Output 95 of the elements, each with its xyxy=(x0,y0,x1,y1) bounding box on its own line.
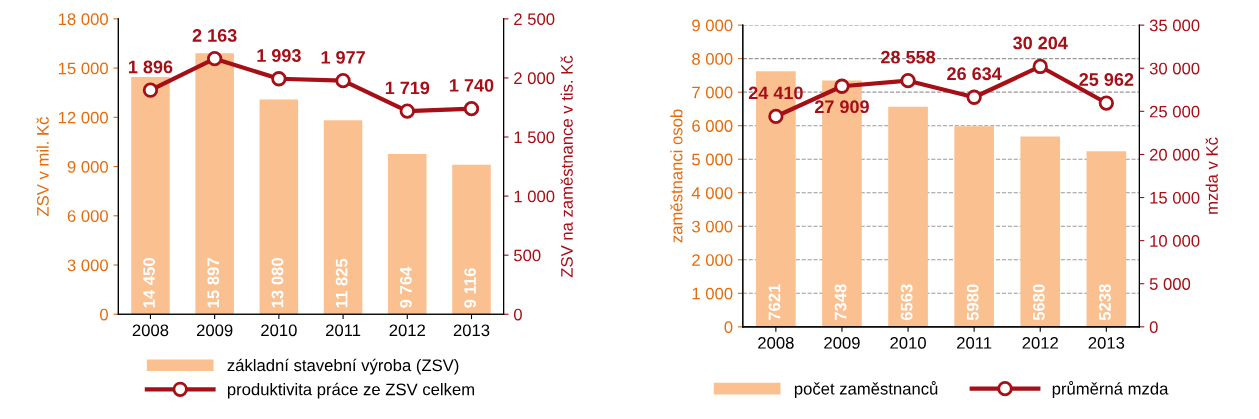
y2-tick-label: 2 500 xyxy=(514,13,555,26)
x-tick-label: 2008 xyxy=(758,336,794,349)
data-label: 9 116 xyxy=(464,268,476,308)
x-tick-label: 2012 xyxy=(389,324,425,337)
bar xyxy=(452,164,491,315)
y-axis-title: ZSV v mil. Kč xyxy=(36,116,49,217)
y-tick-label: 0 xyxy=(100,308,108,321)
y2-tick-label: 35 000 xyxy=(1149,19,1200,32)
legend-label: počet zaměstnanců xyxy=(794,381,938,398)
y2-tick-label: 25 000 xyxy=(1149,105,1200,118)
data-label: 1 719 xyxy=(385,81,430,95)
y2-tick-label: 0 xyxy=(513,308,522,321)
x-tick-label: 2009 xyxy=(824,336,860,349)
y2-axis-title: mzda v Kč xyxy=(1205,137,1218,214)
data-label: 5980 xyxy=(966,284,979,321)
y-tick-label: 15 000 xyxy=(58,62,108,75)
legend-label: produktivita práce ze ZSV celkem xyxy=(227,382,475,399)
y-tick-label: 18 000 xyxy=(58,13,108,26)
bar xyxy=(954,126,994,327)
y2-tick-label: 1 000 xyxy=(514,190,555,203)
data-label: 7621 xyxy=(768,284,781,321)
y-axis-title: zaměstnanci osob xyxy=(670,109,683,243)
y-tick-label: 4 000 xyxy=(691,187,733,199)
data-label: 14 450 xyxy=(143,258,155,308)
y2-tick-label: 15 000 xyxy=(1150,191,1200,204)
y-tick-label: 5 000 xyxy=(692,153,733,166)
x-tick-label: 2011 xyxy=(957,336,992,349)
data-label: 15 897 xyxy=(207,258,220,308)
data-label: 5238 xyxy=(1099,284,1111,321)
bar xyxy=(259,99,299,315)
point xyxy=(271,71,287,87)
point xyxy=(399,103,415,119)
y2-axis-title: ZSV na zaměstnance v tis. Kč xyxy=(560,55,573,278)
point xyxy=(463,101,480,117)
y-tick-label: 7 000 xyxy=(692,86,733,99)
data-label: 26 634 xyxy=(947,67,1002,81)
data-label: 2 163 xyxy=(192,29,237,42)
bar xyxy=(131,77,170,315)
y-tick-label: 12 000 xyxy=(58,111,108,124)
data-label: 11 825 xyxy=(335,258,348,308)
data-label: 13 080 xyxy=(271,258,284,308)
point xyxy=(207,51,223,67)
y-tick-label: 3 000 xyxy=(67,259,108,272)
y2-tick-label: 20 000 xyxy=(1149,148,1200,161)
data-label: 7348 xyxy=(834,284,847,321)
data-label: 30 204 xyxy=(1013,36,1068,50)
x-tick-label: 2010 xyxy=(890,336,926,349)
data-label: 25 962 xyxy=(1079,73,1134,86)
data-label: 5680 xyxy=(1032,284,1045,321)
x-tick-label: 2011 xyxy=(325,324,361,337)
point xyxy=(966,89,982,105)
x-tick-label: 2009 xyxy=(196,324,233,337)
x-tick-label: 2010 xyxy=(261,324,297,337)
y2-tick-label: 500 xyxy=(513,249,541,262)
bar xyxy=(1086,151,1127,327)
x-tick-label: 2008 xyxy=(132,324,169,337)
y2-tick-label: 30 000 xyxy=(1149,62,1200,75)
bar xyxy=(888,106,928,327)
x-tick-label: 2012 xyxy=(1022,336,1058,349)
data-label: 1 740 xyxy=(450,79,494,92)
bar xyxy=(388,154,427,315)
bar xyxy=(323,120,363,315)
point xyxy=(142,82,159,98)
data-label: 9 764 xyxy=(399,266,412,308)
y2-tick-label: 2 000 xyxy=(514,72,555,85)
y2-tick-label: 5 000 xyxy=(1149,278,1191,290)
y2-tick-label: 1 500 xyxy=(514,131,555,144)
y-tick-label: 6 000 xyxy=(692,120,733,132)
x-tick-label: 2013 xyxy=(1088,336,1125,349)
legend-label: základní stavební výroba (ZSV) xyxy=(227,358,459,375)
point xyxy=(768,108,784,125)
point xyxy=(1098,95,1114,111)
data-label: 1 993 xyxy=(257,49,301,62)
y-tick-label: 9 000 xyxy=(67,160,108,173)
y-tick-label: 0 xyxy=(724,321,733,334)
y-tick-label: 9 000 xyxy=(692,19,733,32)
point xyxy=(335,73,351,89)
data-label: 1 896 xyxy=(129,60,173,74)
y-tick-label: 8 000 xyxy=(692,53,733,65)
y-tick-label: 6 000 xyxy=(67,210,108,222)
point xyxy=(900,73,916,89)
data-label: 28 558 xyxy=(881,50,936,64)
y-tick-label: 3 000 xyxy=(692,220,733,233)
y2-tick-label: 0 xyxy=(1149,321,1158,334)
y-tick-label: 2 000 xyxy=(692,254,733,266)
y2-tick-label: 10 000 xyxy=(1150,235,1200,247)
data-label: 6563 xyxy=(900,284,913,321)
y-tick-label: 1 000 xyxy=(692,287,733,300)
x-tick-label: 2013 xyxy=(453,324,490,337)
bar xyxy=(1020,136,1061,327)
data-label: 1 977 xyxy=(321,51,365,64)
bar xyxy=(195,53,234,315)
point xyxy=(1032,58,1048,75)
point xyxy=(834,78,850,94)
legend-label: průměrná mzda xyxy=(1052,381,1169,398)
